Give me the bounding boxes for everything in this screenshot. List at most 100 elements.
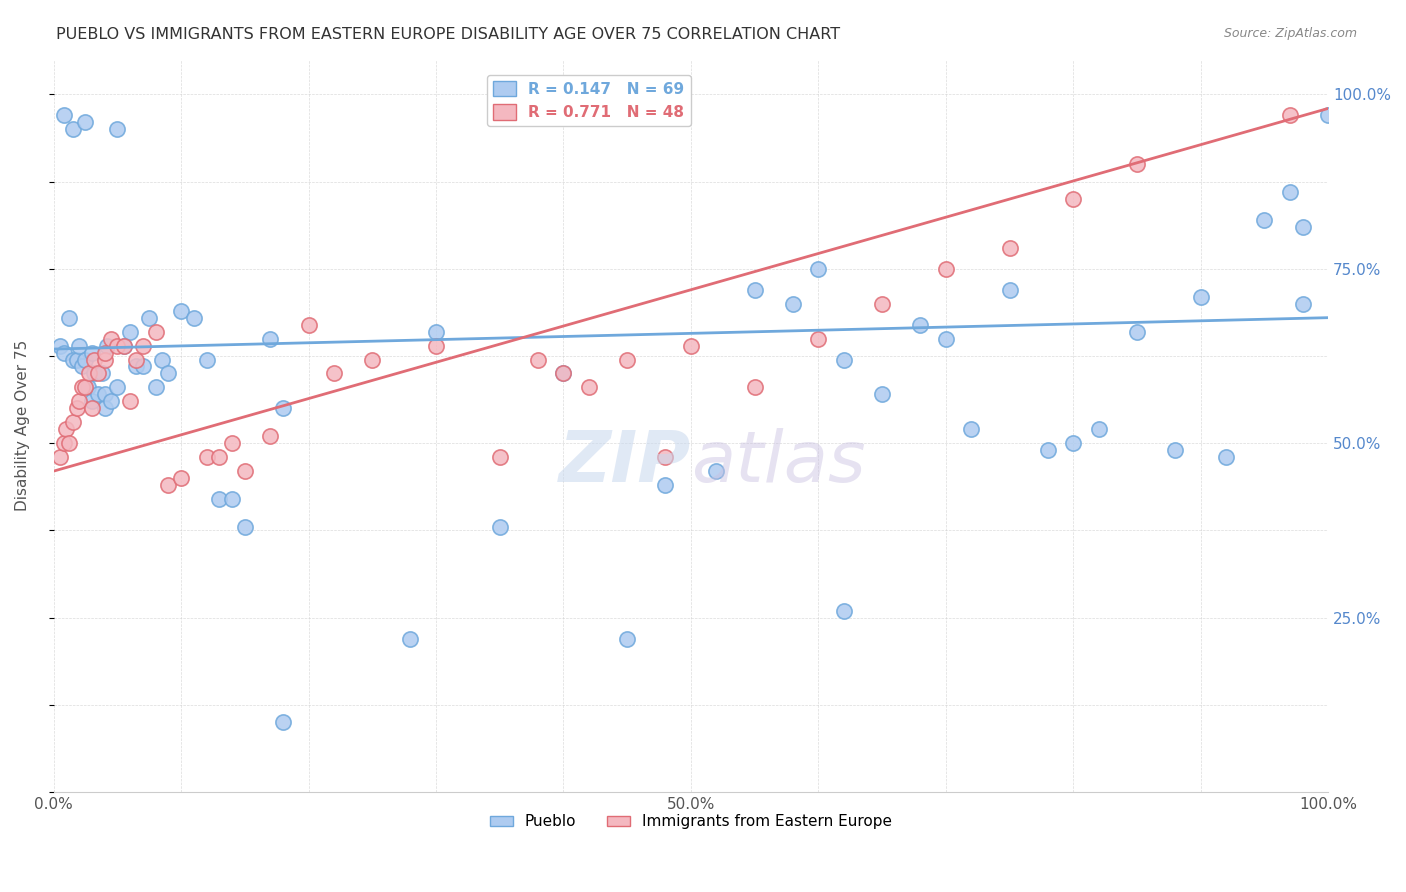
- Point: [145, 380, 167, 394]
- Point: [49, 338, 72, 352]
- Point: [706, 464, 728, 478]
- Point: [1036, 443, 1059, 458]
- Point: [62, 122, 84, 136]
- Point: [83, 352, 105, 367]
- Text: Source: ZipAtlas.com: Source: ZipAtlas.com: [1223, 27, 1357, 40]
- Point: [132, 338, 155, 352]
- Point: [157, 478, 180, 492]
- Point: [935, 332, 957, 346]
- Point: [208, 450, 231, 465]
- Point: [807, 332, 830, 346]
- Point: [65, 401, 87, 416]
- Point: [578, 380, 600, 394]
- Point: [616, 632, 638, 646]
- Point: [96, 338, 118, 352]
- Point: [744, 283, 766, 297]
- Point: [1126, 325, 1149, 339]
- Point: [170, 471, 193, 485]
- Point: [870, 296, 893, 310]
- Point: [1189, 290, 1212, 304]
- Point: [1215, 450, 1237, 465]
- Point: [208, 491, 231, 506]
- Point: [832, 352, 855, 367]
- Point: [259, 332, 281, 346]
- Point: [58, 310, 80, 325]
- Point: [157, 367, 180, 381]
- Point: [120, 325, 142, 339]
- Point: [654, 478, 676, 492]
- Point: [271, 715, 294, 730]
- Point: [100, 332, 122, 346]
- Point: [58, 436, 80, 450]
- Point: [91, 367, 114, 381]
- Point: [52, 108, 75, 122]
- Point: [616, 352, 638, 367]
- Point: [527, 352, 550, 367]
- Point: [271, 401, 294, 416]
- Text: PUEBLO VS IMMIGRANTS FROM EASTERN EUROPE DISABILITY AGE OVER 75 CORRELATION CHAR: PUEBLO VS IMMIGRANTS FROM EASTERN EUROPE…: [56, 27, 841, 42]
- Point: [65, 352, 87, 367]
- Point: [233, 520, 256, 534]
- Point: [70, 380, 93, 394]
- Point: [870, 387, 893, 401]
- Point: [93, 401, 115, 416]
- Point: [488, 450, 510, 465]
- Point: [935, 261, 957, 276]
- Point: [105, 122, 128, 136]
- Point: [998, 241, 1021, 255]
- Point: [1164, 443, 1187, 458]
- Point: [553, 367, 575, 381]
- Point: [221, 436, 243, 450]
- Point: [195, 352, 218, 367]
- Point: [67, 338, 90, 352]
- Point: [782, 296, 804, 310]
- Point: [399, 632, 422, 646]
- Point: [70, 359, 93, 374]
- Point: [1291, 219, 1313, 234]
- Point: [150, 352, 173, 367]
- Point: [105, 338, 128, 352]
- Point: [52, 436, 75, 450]
- Point: [87, 367, 110, 381]
- Point: [62, 352, 84, 367]
- Text: ZIP: ZIP: [558, 428, 690, 497]
- Point: [1317, 108, 1340, 122]
- Point: [488, 520, 510, 534]
- Point: [323, 367, 346, 381]
- Point: [744, 380, 766, 394]
- Point: [170, 303, 193, 318]
- Point: [93, 352, 115, 367]
- Point: [361, 352, 384, 367]
- Point: [233, 464, 256, 478]
- Point: [832, 604, 855, 618]
- Point: [1278, 185, 1301, 199]
- Point: [910, 318, 932, 332]
- Point: [77, 380, 100, 394]
- Point: [80, 401, 103, 416]
- Point: [425, 325, 447, 339]
- Point: [55, 422, 77, 436]
- Point: [1087, 422, 1109, 436]
- Point: [1062, 436, 1084, 450]
- Legend: Pueblo, Immigrants from Eastern Europe: Pueblo, Immigrants from Eastern Europe: [484, 808, 898, 836]
- Point: [425, 338, 447, 352]
- Point: [807, 261, 830, 276]
- Point: [125, 359, 148, 374]
- Point: [52, 345, 75, 359]
- Point: [100, 394, 122, 409]
- Point: [79, 367, 101, 381]
- Point: [553, 367, 575, 381]
- Point: [67, 394, 90, 409]
- Point: [93, 387, 115, 401]
- Point: [80, 345, 103, 359]
- Point: [1062, 192, 1084, 206]
- Point: [112, 338, 135, 352]
- Point: [654, 450, 676, 465]
- Point: [75, 352, 97, 367]
- Point: [998, 283, 1021, 297]
- Point: [120, 394, 142, 409]
- Text: atlas: atlas: [690, 428, 866, 497]
- Point: [1253, 213, 1275, 227]
- Point: [93, 345, 115, 359]
- Point: [75, 115, 97, 129]
